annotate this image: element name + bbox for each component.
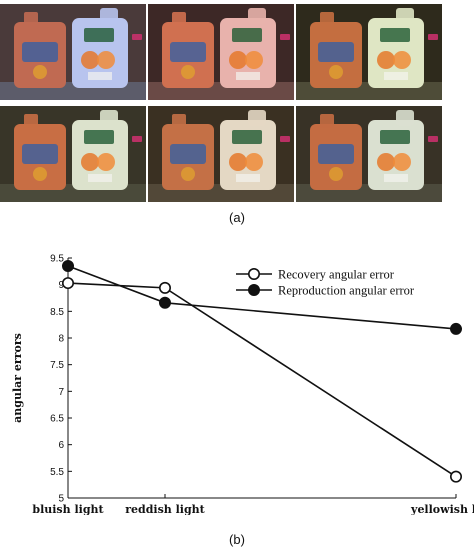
right-jug-handle [248,8,266,24]
photo-image [148,4,294,100]
right-jug-price [384,174,408,182]
data-point [449,470,462,483]
right-jug-orange-1 [229,51,247,69]
caption-b: (b) [229,532,245,547]
x-tick-label: reddish light [125,503,205,515]
right-jug-label [84,130,114,144]
y-axis-label: angular errors [11,333,24,423]
right-jug-handle [396,8,414,24]
left-jug-fruit [181,167,195,181]
right-jug-price [236,72,260,80]
legend-label: Recovery angular error [278,268,395,282]
right-jug-label [380,28,410,42]
data-point [449,322,462,335]
y-tick-label: 6 [58,440,64,451]
right-jug-orange-1 [229,153,247,171]
left-jug-cap [320,12,334,26]
photo-image [0,4,146,100]
legend-marker [248,267,261,280]
data-point [61,260,74,272]
right-jug-orange-1 [81,153,99,171]
photo-tile [148,106,294,202]
left-jug-fruit [329,167,343,181]
right-jug-orange-1 [377,153,395,171]
right-jug-label [84,28,114,42]
right-jug-price [88,174,112,182]
left-jug-fruit [329,65,343,79]
data-point [159,296,172,309]
x-tick-label: yellowish light [410,503,474,515]
left-jug-cap [320,114,334,128]
y-tick-label: 8.5 [50,307,64,318]
right-jug-handle [248,110,266,126]
y-tick-label: 7.5 [50,360,64,371]
y-tick-label: 9.5 [50,254,64,265]
photo-tile [296,106,442,202]
y-tick-label: 5.5 [50,467,64,478]
right-jug-handle [100,110,118,126]
y-tick-label: 9 [58,280,64,291]
right-jug-label [232,130,262,144]
x-tick-label: bluish light [32,503,104,515]
photo-image [0,106,146,202]
left-jug-label [318,144,354,164]
right-jug-label [232,28,262,42]
right-jug-label [380,130,410,144]
y-tick-label: 8 [58,334,64,345]
photo-grid [0,0,474,206]
y-tick-label: 7 [58,387,64,398]
left-jug-label [22,42,58,62]
data-point [159,281,172,294]
right-jug-orange-1 [377,51,395,69]
caption-a: (a) [229,210,245,225]
legend-marker [248,283,261,296]
photo-image [148,106,294,202]
y-tick-label: 5 [58,494,64,505]
left-jug-label [170,42,206,62]
angular-error-chart: 5 5.5 6 6.5 7 7.5 8 8.5 9 9.5 angular errors bluish… [11,254,474,516]
right-jug-price [384,72,408,80]
right-jug-handle [100,8,118,24]
y-tick-label: 6.5 [50,414,64,425]
right-jug-orange-2 [245,51,263,69]
pink-tag [132,136,142,142]
left-jug-label [318,42,354,62]
left-jug-label [170,144,206,164]
photo-image [296,106,442,202]
pink-tag [428,136,438,142]
right-jug-orange-2 [393,153,411,171]
photo-tile [296,4,442,100]
data-point [61,277,74,290]
right-jug-orange-1 [81,51,99,69]
photo-tile [0,4,146,100]
right-jug-price [88,72,112,80]
pink-tag [280,34,290,40]
photo-tile [0,106,146,202]
right-jug-orange-2 [245,153,263,171]
pink-tag [132,34,142,40]
photo-tile [148,4,294,100]
left-jug-cap [24,114,38,128]
legend-label: Reproduction angular error [278,284,415,298]
right-jug-orange-2 [97,51,115,69]
pink-tag [280,136,290,142]
pink-tag [428,34,438,40]
left-jug-fruit [33,65,47,79]
left-jug-cap [24,12,38,26]
left-jug-cap [172,12,186,26]
right-jug-orange-2 [97,153,115,171]
left-jug-fruit [181,65,195,79]
right-jug-orange-2 [393,51,411,69]
right-jug-handle [396,110,414,126]
right-jug-price [236,174,260,182]
left-jug-label [22,144,58,164]
left-jug-fruit [33,167,47,181]
photo-image [296,4,442,100]
left-jug-cap [172,114,186,128]
